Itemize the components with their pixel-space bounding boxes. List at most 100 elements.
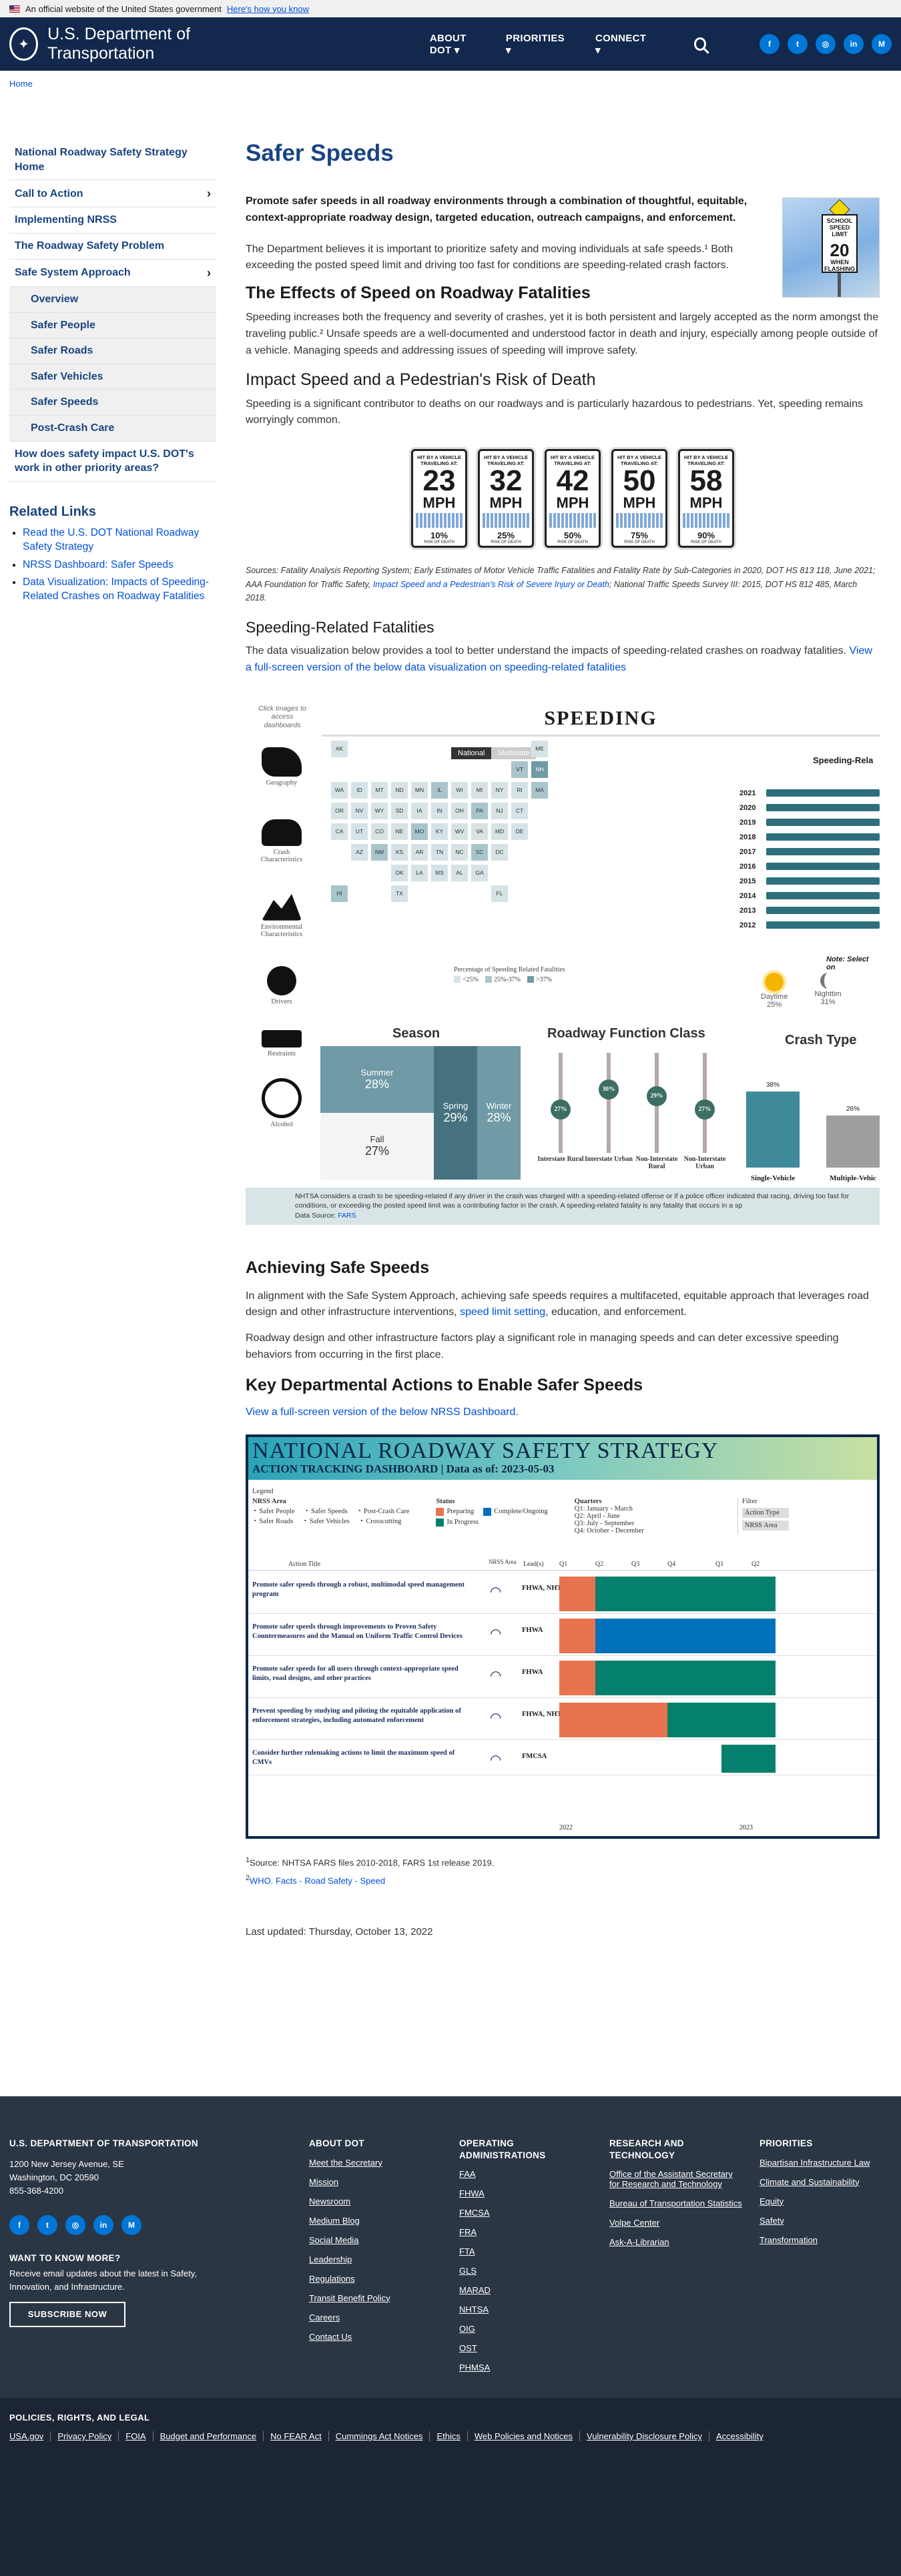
state-tile-wv[interactable]: WV	[451, 823, 468, 840]
state-tile-ma[interactable]: MA	[531, 781, 548, 799]
aaa-source-link[interactable]: Impact Speed and a Pedestrian's Risk of …	[372, 579, 609, 589]
linkedin-icon[interactable]: in	[844, 34, 864, 54]
season-fall[interactable]: Fall 27%	[320, 1112, 434, 1180]
state-tile-nv[interactable]: NV	[351, 802, 368, 819]
state-tile-nc[interactable]: NC	[451, 843, 468, 861]
breadcrumb-home[interactable]: Home	[9, 79, 33, 89]
fullscreen-nrss-link[interactable]: View a full-screen version of the below …	[246, 1406, 519, 1418]
sidebar-item-safe-system[interactable]: Safe System Approach ›	[9, 260, 216, 287]
state-tile-sd[interactable]: SD	[391, 802, 408, 819]
footer-link[interactable]: Climate and Sustainability	[760, 2176, 860, 2187]
subscribe-button[interactable]: SUBSCRIBE NOW	[9, 2301, 125, 2327]
footer-link[interactable]: OIG	[459, 2324, 475, 2334]
nrss-action-dashboard[interactable]: NATIONAL ROADWAY SAFETY STRATEGY ACTION …	[246, 1434, 880, 1839]
footer-link[interactable]: GLS	[459, 2266, 477, 2276]
state-tile-pa[interactable]: PA	[471, 802, 488, 819]
footer-link[interactable]: FHWA	[459, 2188, 485, 2199]
state-tile-az[interactable]: AZ	[351, 843, 368, 861]
sidebar-subitem-safer-people[interactable]: Safer People	[9, 312, 216, 339]
state-tile-ky[interactable]: KY	[431, 823, 448, 840]
facebook-icon[interactable]: f	[760, 34, 780, 54]
year-bar-row[interactable]: 2017	[739, 845, 880, 859]
sidebar-subitem-safer-vehicles[interactable]: Safer Vehicles	[9, 364, 216, 390]
rfc-lollipop[interactable]: 27% Non-Interstate Urban	[678, 1052, 731, 1170]
footer-link[interactable]: Bipartisan Infrastructure Law	[760, 2157, 870, 2168]
who-speed-link[interactable]: WHO. Facts - Road Safety - Speed	[250, 1875, 386, 1885]
footer-link[interactable]: Safety	[760, 2215, 784, 2226]
legal-link[interactable]: Accessibility	[715, 2431, 764, 2441]
medium-icon[interactable]: M	[872, 34, 892, 54]
state-tile-in[interactable]: IN	[431, 802, 448, 819]
footer-link[interactable]: Newsroom	[309, 2196, 351, 2206]
state-tile-dc[interactable]: DC	[491, 843, 508, 861]
gantt-row[interactable]: Promote safer speeds for all users throu…	[248, 1658, 877, 1698]
legal-link[interactable]: Ethics	[430, 2431, 468, 2441]
gantt-row[interactable]: Promote safer speeds through a robust, m…	[248, 1574, 877, 1614]
sidebar-subitem-safer-speeds[interactable]: Safer Speeds	[9, 390, 216, 416]
footer-link[interactable]: NHTSA	[459, 2304, 489, 2315]
twitter-icon[interactable]: t	[37, 2214, 57, 2235]
footer-link[interactable]: Leadership	[309, 2254, 352, 2264]
gantt-row[interactable]: Consider further rulemaking actions to l…	[248, 1742, 877, 1775]
year-bar-row[interactable]: 2020	[739, 801, 880, 815]
footer-link[interactable]: Social Media	[309, 2234, 359, 2245]
state-tile-ri[interactable]: RI	[511, 781, 528, 799]
legal-link[interactable]: Web Policies and Notices	[468, 2431, 581, 2441]
footer-link[interactable]: FTA	[459, 2246, 475, 2257]
season-summer[interactable]: Summer 28%	[320, 1045, 434, 1113]
fullscreen-dataviz-link[interactable]: View a full-screen version of the below …	[246, 645, 872, 673]
state-tile-hi[interactable]: HI	[331, 885, 348, 902]
state-tile-mi[interactable]: MI	[471, 781, 488, 799]
state-tile-ca[interactable]: CA	[331, 823, 348, 840]
state-tile-la[interactable]: LA	[411, 864, 428, 881]
rfc-lollipop[interactable]: 29% Non-Interstate Rural	[630, 1052, 683, 1170]
state-tile-me[interactable]: ME	[531, 740, 548, 757]
state-tile-tn[interactable]: TN	[431, 843, 448, 861]
legal-link[interactable]: Cummings Act Notices	[329, 2431, 430, 2441]
twitter-icon[interactable]: t	[788, 34, 808, 54]
rfc-lollipop[interactable]: 30% Interstate Urban	[582, 1052, 635, 1163]
nav-about-dot[interactable]: ABOUT DOT ▾	[429, 32, 467, 56]
sidebar-item-roadway-problem[interactable]: The Roadway Safety Problem	[9, 234, 216, 260]
state-tile-ak[interactable]: AK	[331, 740, 348, 757]
footer-link[interactable]: MARAD	[459, 2285, 491, 2296]
footer-link[interactable]: Regulations	[309, 2273, 355, 2284]
sidebar-item-nrss-home[interactable]: National Roadway Safety Strategy Home	[9, 140, 216, 181]
footer-link[interactable]: Ask-A-Librarian	[609, 2237, 669, 2248]
state-tile-de[interactable]: DE	[511, 823, 528, 840]
state-tile-tx[interactable]: TX	[391, 885, 408, 902]
footer-link[interactable]: Transit Benefit Policy	[309, 2292, 390, 2303]
state-tile-wi[interactable]: WI	[451, 781, 468, 799]
year-bar-row[interactable]: 2015	[739, 874, 880, 889]
state-tile-fl[interactable]: FL	[491, 885, 508, 902]
footer-link[interactable]: Meet the Secretary	[309, 2157, 382, 2168]
year-bar-row[interactable]: 2016	[739, 859, 880, 874]
state-tile-ny[interactable]: NY	[491, 781, 508, 799]
state-tile-oh[interactable]: OH	[451, 802, 468, 819]
state-tile-ut[interactable]: UT	[351, 823, 368, 840]
crash-type-bar[interactable]: 26% Multiple-Vehic	[826, 1106, 880, 1182]
state-tile-nm[interactable]: NM	[371, 843, 388, 861]
year-bar-row[interactable]: 2014	[739, 889, 880, 903]
state-tile-ct[interactable]: CT	[511, 802, 528, 819]
legal-link[interactable]: No FEAR Act	[264, 2431, 329, 2441]
instagram-icon[interactable]: ◎	[65, 2214, 85, 2235]
instagram-icon[interactable]: ◎	[816, 34, 836, 54]
year-bar-row[interactable]: 2018	[739, 830, 880, 845]
state-tile-ok[interactable]: OK	[391, 864, 408, 881]
sidebar-item-other-priorities[interactable]: How does safety impact U.S. DOT's work i…	[9, 442, 216, 482]
search-icon[interactable]	[694, 37, 706, 51]
nav-priorities[interactable]: PRIORITIES ▾	[505, 32, 565, 56]
footer-link[interactable]: Contact Us	[309, 2331, 352, 2342]
related-link-nrss[interactable]: Read the U.S. DOT National Roadway Safet…	[23, 526, 200, 552]
state-tile-ia[interactable]: IA	[411, 802, 428, 819]
state-tile-nd[interactable]: ND	[391, 781, 408, 799]
nav-connect[interactable]: CONNECT ▾	[595, 32, 647, 56]
legal-link[interactable]: USA.gov	[9, 2431, 51, 2441]
footer-link[interactable]: PHMSA	[459, 2363, 491, 2373]
legal-link[interactable]: Vulnerability Disclosure Policy	[580, 2431, 709, 2441]
footer-link[interactable]: Bureau of Transportation Statistics	[609, 2198, 742, 2209]
state-tile-md[interactable]: MD	[491, 823, 508, 840]
year-bar-row[interactable]: 2019	[739, 815, 880, 830]
footer-link[interactable]: Volpe Center	[609, 2218, 660, 2228]
